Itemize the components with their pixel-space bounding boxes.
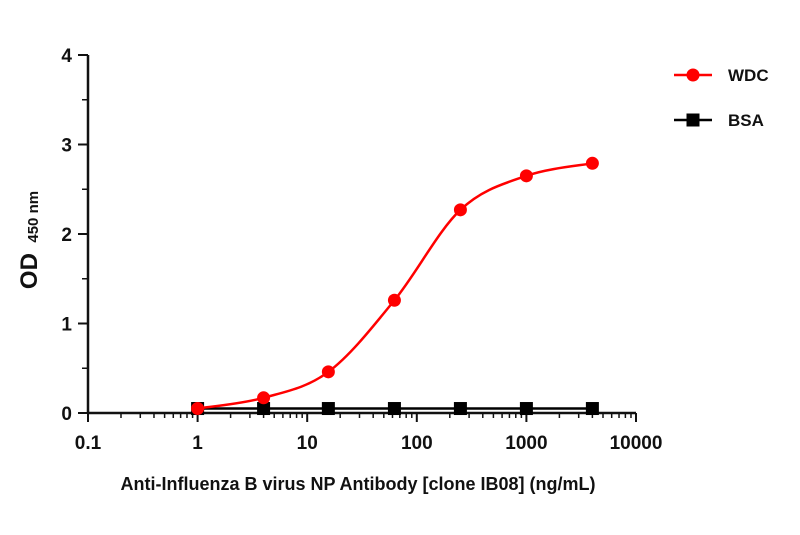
- series: [191, 156, 599, 416]
- y-tick-label: 2: [61, 225, 72, 246]
- x-axis-ticks: 0.1 1 10 100 1000 10000: [75, 413, 663, 454]
- legend-bsa-marker: [686, 113, 700, 127]
- x-tick-label: 1: [192, 433, 203, 454]
- bsa-data-point: [453, 402, 467, 416]
- bsa-data-point: [257, 402, 271, 416]
- bsa-data-point: [519, 402, 533, 416]
- legend-wdc-label: WDC: [728, 66, 769, 85]
- y-axis-ticks: 0 1 2 3 4: [61, 46, 88, 425]
- y-tick-label: 0: [61, 404, 72, 425]
- wdc-data-point: [321, 365, 335, 379]
- x-tick-label: 0.1: [75, 433, 102, 454]
- y-tick-label: 3: [61, 136, 72, 157]
- axes: [86, 55, 636, 415]
- wdc-series-line: [197, 162, 593, 410]
- legend: WDC BSA: [674, 66, 769, 130]
- y-axis-title-subscript: 450 nm: [25, 191, 42, 243]
- wdc-data-point: [387, 293, 401, 307]
- wdc-data-point: [453, 203, 467, 217]
- x-axis-title: Anti-Influenza B virus NP Antibody [clon…: [120, 474, 595, 494]
- y-tick-label: 1: [61, 315, 72, 336]
- y-tick-label: 4: [61, 46, 72, 67]
- bsa-data-point: [585, 402, 599, 416]
- y-axis-title: OD 450 nm: [16, 191, 43, 289]
- bsa-data-point: [387, 402, 401, 416]
- x-tick-label: 1000: [505, 433, 547, 454]
- x-tick-label: 100: [401, 433, 433, 454]
- wdc-data-point: [585, 156, 599, 170]
- bsa-data-point: [321, 402, 335, 416]
- x-tick-label: 10: [297, 433, 318, 454]
- y-axis-title-main: OD: [16, 253, 43, 289]
- x-tick-label: 10000: [610, 433, 663, 454]
- wdc-data-point: [519, 169, 533, 183]
- wdc-data-point: [191, 402, 205, 416]
- legend-bsa-label: BSA: [728, 111, 764, 130]
- wdc-data-point: [257, 391, 271, 405]
- legend-wdc-marker: [686, 68, 700, 82]
